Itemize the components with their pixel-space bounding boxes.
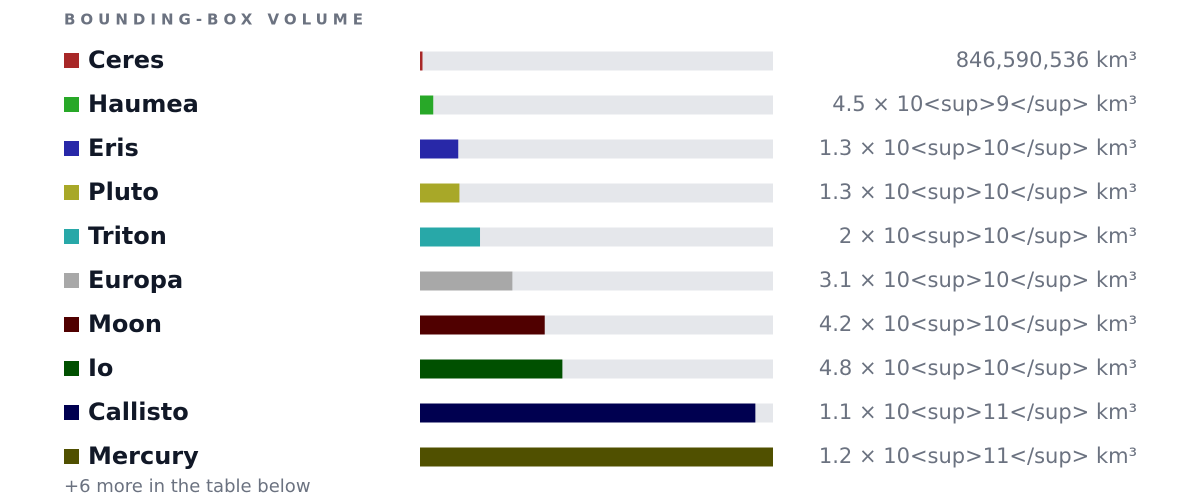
- category-label: Callisto: [88, 398, 189, 426]
- category-label: Mercury: [88, 442, 199, 470]
- bar: [420, 315, 545, 335]
- footnote: +6 more in the table below: [64, 476, 311, 497]
- category-label: Ceres: [88, 46, 164, 74]
- bar-track: [420, 139, 773, 159]
- bar-track: [420, 227, 773, 247]
- value-label: 846,590,536 km³: [956, 48, 1137, 72]
- bar: [420, 95, 434, 115]
- value-label: 4.5 × 10<sup>9</sup> km³: [832, 92, 1137, 116]
- bar: [420, 139, 459, 159]
- legend-swatch: [64, 229, 79, 244]
- value-label: 1.1 × 10<sup>11</sup> km³: [819, 400, 1137, 424]
- legend-swatch: [64, 53, 79, 68]
- bar: [420, 403, 756, 423]
- bar-track: [420, 183, 773, 203]
- chart-title: BOUNDING-BOX VOLUME: [64, 11, 368, 29]
- bar: [420, 271, 513, 291]
- value-label: 4.2 × 10<sup>10</sup> km³: [819, 312, 1137, 336]
- value-label: 2 × 10<sup>10</sup> km³: [839, 224, 1137, 248]
- value-label: 1.3 × 10<sup>10</sup> km³: [819, 136, 1137, 160]
- value-label: 4.8 × 10<sup>10</sup> km³: [819, 356, 1137, 380]
- legend-swatch: [64, 449, 79, 464]
- legend-swatch: [64, 405, 79, 420]
- legend-swatch: [64, 97, 79, 112]
- category-label: Io: [88, 354, 113, 382]
- category-label: Triton: [88, 222, 167, 250]
- bar: [420, 51, 423, 71]
- category-label: Pluto: [88, 178, 159, 206]
- value-label: 1.2 × 10<sup>11</sup> km³: [819, 444, 1137, 468]
- bar: [420, 183, 460, 203]
- value-label: 1.3 × 10<sup>10</sup> km³: [819, 180, 1137, 204]
- bar-track: [420, 51, 773, 71]
- category-label: Europa: [88, 266, 183, 294]
- category-label: Moon: [88, 310, 162, 338]
- legend-swatch: [64, 185, 79, 200]
- bar: [420, 227, 481, 247]
- legend-swatch: [64, 361, 79, 376]
- category-label: Eris: [88, 134, 139, 162]
- legend-swatch: [64, 317, 79, 332]
- legend-swatch: [64, 273, 79, 288]
- value-label: 3.1 × 10<sup>10</sup> km³: [819, 268, 1137, 292]
- category-label: Haumea: [88, 90, 199, 118]
- bar: [420, 359, 563, 379]
- bar: [420, 447, 773, 467]
- bar-track: [420, 95, 773, 115]
- legend-swatch: [64, 141, 79, 156]
